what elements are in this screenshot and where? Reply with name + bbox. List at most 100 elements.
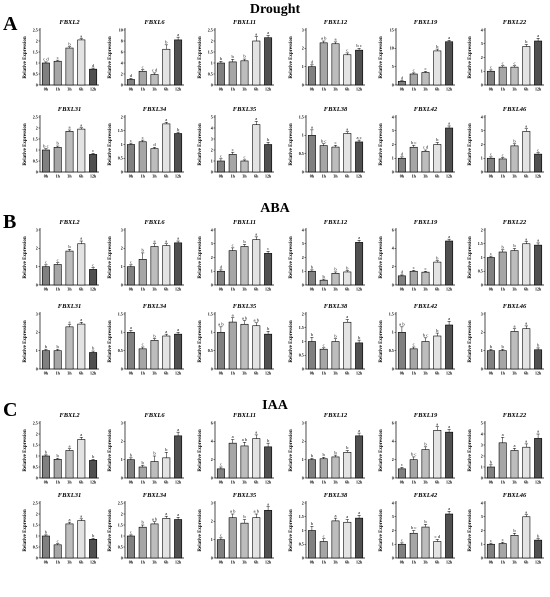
bar	[89, 269, 98, 286]
gene-title: FBXL46	[503, 303, 527, 310]
x-tick-label: 1h	[322, 174, 327, 179]
x-tick-label: 3h	[242, 287, 247, 292]
y-axis-label: Relative Expression	[468, 320, 473, 362]
y-tick-label: 2.5	[33, 27, 38, 32]
y-tick-label: 0	[211, 555, 213, 560]
y-tick-label: 0.5	[33, 544, 38, 549]
x-tick-label: 12h	[265, 174, 272, 179]
significance-label: a	[358, 428, 360, 433]
y-axis-label: Relative Expression	[379, 509, 384, 551]
bar	[252, 517, 261, 559]
bar	[150, 340, 159, 370]
y-tick-label: 2	[36, 125, 38, 130]
significance-label: a	[448, 121, 450, 126]
y-axis-label: Relative Expression	[23, 36, 28, 78]
significance-label: c	[346, 48, 348, 53]
y-tick-label: 1.5	[33, 522, 38, 527]
y-tick-label: 1	[392, 156, 394, 161]
y-tick-label: 0	[302, 366, 304, 371]
bar	[433, 50, 442, 86]
y-tick-label: 5	[481, 420, 483, 425]
y-tick-label: 2	[36, 431, 38, 436]
bar	[264, 446, 273, 479]
x-tick-label: 6h	[79, 480, 84, 485]
x-tick-label: 3h	[333, 87, 338, 92]
bar	[77, 520, 86, 559]
chart-iaa-fbxl34: FBXL34 Relative Expression 0 0.5 1 1.5 2 2.5 c 0h…	[108, 492, 184, 565]
gene-title: FBXL46	[503, 106, 527, 113]
x-tick-label: 1h	[412, 87, 417, 92]
x-tick-label: 0h	[310, 371, 315, 376]
x-tick-label: 3h	[152, 287, 157, 292]
bar	[252, 239, 261, 286]
x-tick-label: 12h	[535, 174, 542, 179]
y-axis-label: Relative Expression	[108, 236, 113, 278]
significance-label: b	[311, 265, 314, 270]
bar	[343, 133, 352, 173]
y-axis-label: Relative Expression	[108, 123, 113, 165]
x-tick-label: 0h	[310, 560, 315, 565]
y-axis-label: Relative Expression	[468, 236, 473, 278]
chart-iaa-fbxl38: FBXL38 Relative Expression 0 0.5 1 1.5 2 b 0h c 1h…	[289, 492, 365, 565]
y-axis-label: Relative Expression	[23, 509, 28, 551]
y-tick-label: 1.5	[299, 114, 304, 119]
x-tick-label: 12h	[265, 287, 272, 292]
bar	[228, 517, 237, 559]
y-tick-label: 15	[390, 27, 394, 32]
x-tick-label: 3h	[152, 174, 157, 179]
y-tick-label: 1	[481, 464, 483, 469]
y-tick-label: 2	[211, 255, 213, 260]
bar	[409, 348, 418, 370]
gene-title: FBXL19	[414, 219, 438, 226]
gene-title: FBXL42	[414, 492, 438, 499]
x-tick-label: 0h	[129, 480, 134, 485]
significance-label: d	[401, 270, 404, 275]
chart-drought-fbxl22: FBXL22 Relative Expression 0 1 2 3 4 c 0h c 1h c 3h b…	[468, 19, 544, 92]
chart-iaa-fbxl12: FBXL12 Relative Expression 0 1 2 3 b 0h b 1h b 3h b 6…	[289, 412, 365, 485]
y-tick-label: 3	[211, 136, 213, 141]
bar	[53, 544, 62, 559]
y-tick-label: 0	[36, 555, 38, 560]
bar	[498, 158, 507, 173]
y-tick-label: 3	[392, 514, 394, 519]
significance-label: a	[232, 434, 234, 439]
significance-label: d	[92, 63, 95, 68]
y-axis-label: Relative Expression	[289, 320, 294, 362]
significance-label: b	[334, 267, 337, 272]
significance-label: a	[255, 430, 257, 435]
significance-label: b c	[321, 138, 326, 143]
y-tick-label: 3	[121, 420, 123, 425]
gene-title: FBXL35	[233, 106, 257, 113]
x-tick-label: 3h	[333, 287, 338, 292]
y-tick-label: 2	[481, 528, 483, 533]
bar	[397, 275, 406, 286]
gene-title: FBXL35	[233, 303, 257, 310]
bar	[397, 468, 406, 479]
significance-label: c	[502, 60, 504, 65]
y-tick-label: 0.5	[118, 156, 123, 161]
x-tick-label: 1h	[501, 480, 506, 485]
y-tick-label: 1	[302, 133, 304, 138]
significance-label: a	[80, 122, 82, 127]
y-axis-label: Relative Expression	[23, 123, 28, 165]
x-tick-label: 3h	[242, 87, 247, 92]
y-tick-label: 4	[121, 60, 123, 65]
x-tick-label: 1h	[56, 371, 61, 376]
chart-iaa-fbxl19: FBXL19 Relative Expression 0 2 4 6 c 0h b c 1h b 3h…	[379, 412, 455, 485]
x-tick-label: 1h	[501, 560, 506, 565]
y-tick-label: 1	[302, 64, 304, 69]
x-tick-label: 3h	[67, 371, 72, 376]
bar	[421, 526, 430, 559]
significance-label: b	[142, 460, 145, 465]
significance-label: b	[68, 41, 71, 46]
bar	[126, 144, 135, 173]
bar	[510, 250, 519, 286]
bar	[162, 457, 171, 479]
y-tick-label: 4	[211, 125, 213, 130]
x-tick-label: 12h	[446, 87, 453, 92]
y-tick-label: 3	[302, 420, 304, 425]
chart-iaa-fbxl2: FBXL2 Relative Expression 0 0.5 1 1.5 2 2.5 b 0h b…	[23, 412, 99, 485]
significance-label: b	[424, 519, 427, 524]
y-tick-label: 1.5	[33, 136, 38, 141]
significance-label: a b	[242, 437, 248, 442]
